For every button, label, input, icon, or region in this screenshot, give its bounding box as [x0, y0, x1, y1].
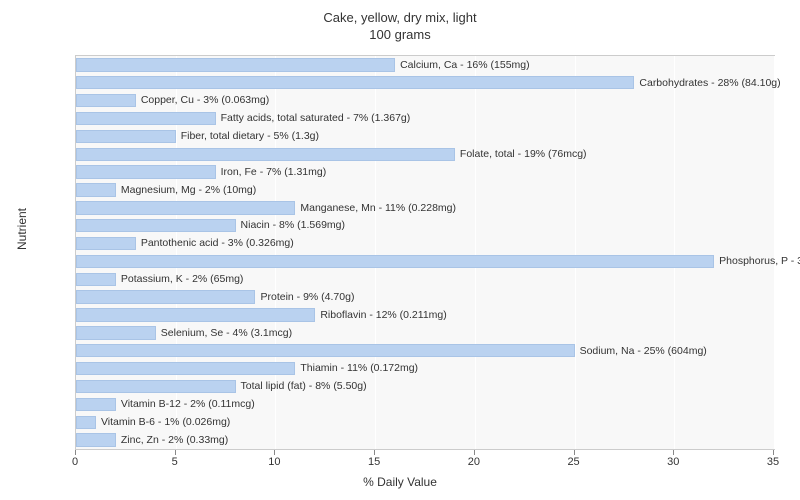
x-tick-label: 15: [368, 456, 380, 468]
nutrient-bar-label: Sodium, Na - 25% (604mg): [580, 346, 707, 357]
x-tick: [673, 450, 674, 455]
nutrient-bar: [76, 58, 395, 71]
nutrient-bar: [76, 416, 96, 429]
gridline: [674, 56, 675, 449]
x-tick-label: 25: [567, 456, 579, 468]
gridline: [475, 56, 476, 449]
nutrient-bar: [76, 398, 116, 411]
nutrient-bar: [76, 130, 176, 143]
nutrient-bar-label: Thiamin - 11% (0.172mg): [300, 363, 418, 374]
nutrient-bar-label: Niacin - 8% (1.569mg): [241, 220, 345, 231]
chart-title-line1: Cake, yellow, dry mix, light: [0, 10, 800, 27]
nutrient-bar-label: Fiber, total dietary - 5% (1.3g): [181, 131, 319, 142]
nutrient-bar-label: Vitamin B-12 - 2% (0.11mcg): [121, 399, 255, 410]
nutrient-bar: [76, 148, 455, 161]
nutrient-bar: [76, 326, 156, 339]
nutrient-bar: [76, 308, 315, 321]
nutrient-bar: [76, 112, 216, 125]
x-tick: [374, 450, 375, 455]
x-tick-label: 0: [72, 456, 78, 468]
y-axis-label: Nutrient: [15, 208, 29, 250]
nutrient-bar-label: Copper, Cu - 3% (0.063mg): [141, 95, 269, 106]
nutrient-bar: [76, 237, 136, 250]
nutrient-chart: Cake, yellow, dry mix, light 100 grams N…: [0, 0, 800, 500]
nutrient-bar-label: Iron, Fe - 7% (1.31mg): [221, 167, 327, 178]
nutrient-bar-label: Protein - 9% (4.70g): [260, 292, 354, 303]
nutrient-bar-label: Potassium, K - 2% (65mg): [121, 274, 244, 285]
x-axis-label: % Daily Value: [0, 475, 800, 489]
nutrient-bar-label: Phosphorus, P - 32% (324mg): [719, 256, 800, 267]
nutrient-bar: [76, 76, 634, 89]
nutrient-bar: [76, 183, 116, 196]
x-tick: [574, 450, 575, 455]
nutrient-bar: [76, 165, 216, 178]
nutrient-bar: [76, 255, 714, 268]
nutrient-bar: [76, 219, 236, 232]
nutrient-bar: [76, 433, 116, 446]
x-tick: [175, 450, 176, 455]
chart-title-line2: 100 grams: [0, 27, 800, 44]
nutrient-bar-label: Fatty acids, total saturated - 7% (1.367…: [221, 113, 411, 124]
nutrient-bar: [76, 201, 295, 214]
nutrient-bar-label: Carbohydrates - 28% (84.10g): [639, 78, 780, 89]
nutrient-bar-label: Total lipid (fat) - 8% (5.50g): [241, 381, 367, 392]
x-tick-label: 30: [667, 456, 679, 468]
nutrient-bar-label: Vitamin B-6 - 1% (0.026mg): [101, 417, 230, 428]
nutrient-bar: [76, 380, 236, 393]
x-tick-label: 10: [268, 456, 280, 468]
x-tick: [474, 450, 475, 455]
x-tick-label: 35: [767, 456, 779, 468]
nutrient-bar-label: Pantothenic acid - 3% (0.326mg): [141, 238, 294, 249]
gridline: [575, 56, 576, 449]
nutrient-bar: [76, 94, 136, 107]
nutrient-bar-label: Riboflavin - 12% (0.211mg): [320, 310, 446, 321]
nutrient-bar-label: Folate, total - 19% (76mcg): [460, 149, 587, 160]
chart-title: Cake, yellow, dry mix, light 100 grams: [0, 10, 800, 44]
nutrient-bar-label: Zinc, Zn - 2% (0.33mg): [121, 435, 228, 446]
nutrient-bar: [76, 344, 575, 357]
nutrient-bar-label: Manganese, Mn - 11% (0.228mg): [300, 203, 456, 214]
plot-area: Calcium, Ca - 16% (155mg)Carbohydrates -…: [75, 55, 775, 450]
x-tick-label: 20: [468, 456, 480, 468]
nutrient-bar-label: Selenium, Se - 4% (3.1mcg): [161, 328, 292, 339]
nutrient-bar: [76, 273, 116, 286]
nutrient-bar-label: Calcium, Ca - 16% (155mg): [400, 60, 530, 71]
nutrient-bar-label: Magnesium, Mg - 2% (10mg): [121, 185, 256, 196]
x-tick: [75, 450, 76, 455]
x-tick: [274, 450, 275, 455]
x-tick: [773, 450, 774, 455]
nutrient-bar: [76, 290, 255, 303]
gridline: [774, 56, 775, 449]
nutrient-bar: [76, 362, 295, 375]
x-tick-label: 5: [172, 456, 178, 468]
